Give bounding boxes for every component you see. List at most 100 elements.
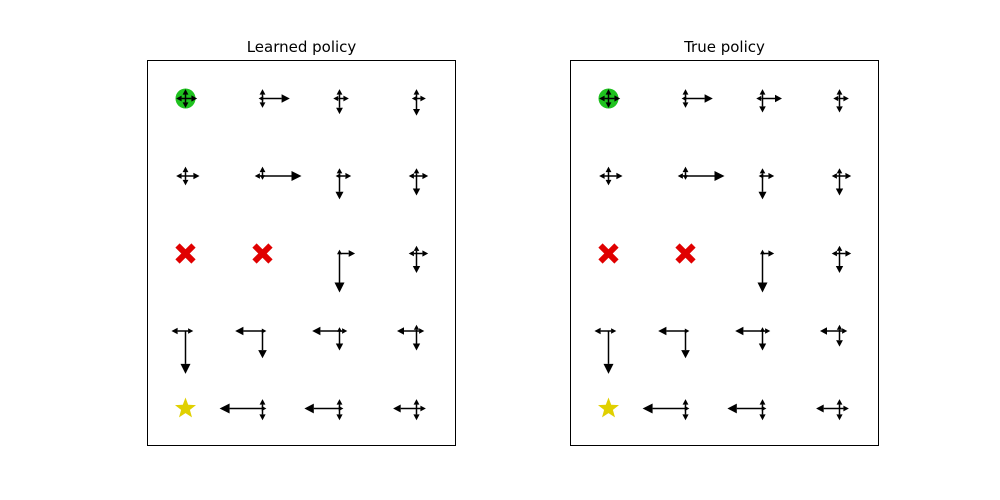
policy-arrows xyxy=(681,89,713,108)
hazard-marker xyxy=(252,243,273,264)
arrow-head-down xyxy=(682,102,689,108)
arrow-head-right xyxy=(191,95,198,102)
arrow-head-down xyxy=(759,106,766,113)
policy-arrows xyxy=(235,326,267,359)
plot-marks xyxy=(171,88,429,421)
arrow-head-right xyxy=(842,328,848,334)
arrow-head-right xyxy=(765,328,771,334)
arrow-head-right xyxy=(261,406,267,411)
arrow-head-down xyxy=(180,363,191,374)
arrow-head-left xyxy=(335,173,341,179)
arrow-head-up xyxy=(413,399,420,405)
arrow-head-right xyxy=(348,250,356,257)
arrow-head-down xyxy=(335,343,344,351)
arrow-head-left xyxy=(333,95,339,102)
arrow-head-left xyxy=(677,173,683,179)
arrow-head-left xyxy=(411,95,417,102)
arrow-head-left xyxy=(831,173,837,179)
arrow-head-right xyxy=(291,171,302,181)
arrow-head-down xyxy=(757,282,768,293)
arrow-head-right xyxy=(422,172,429,180)
arrow-head-up xyxy=(336,168,343,174)
arrow-head-down xyxy=(836,414,843,421)
arrow-head-up xyxy=(836,89,843,95)
arrow-head-right xyxy=(611,328,617,334)
arrow-head-right xyxy=(843,95,849,102)
arrow-head-up xyxy=(605,89,612,95)
arrow-head-up xyxy=(182,89,189,95)
policy-arrows xyxy=(735,326,771,351)
arrow-head-right xyxy=(345,172,352,180)
arrow-head-down xyxy=(258,350,267,359)
goal-marker xyxy=(175,397,196,418)
arrow-head-left xyxy=(658,326,667,336)
arrow-head-right xyxy=(845,172,852,180)
arrow-head-left xyxy=(176,95,182,102)
arrow-head-left xyxy=(171,327,178,335)
arrow-head-right xyxy=(193,172,200,180)
arrow-head-down xyxy=(334,282,345,293)
arrow-head-right xyxy=(188,328,194,334)
arrow-head-left xyxy=(304,403,314,414)
arrow-head-right xyxy=(845,250,852,257)
policy-arrows xyxy=(677,166,725,181)
policy-arrows xyxy=(171,327,194,374)
arrow-head-up xyxy=(836,168,843,174)
arrow-head-up xyxy=(413,324,420,330)
policy-arrows xyxy=(658,326,690,359)
arrow-head-up xyxy=(259,399,266,405)
panel-learned-policy: Learned policy xyxy=(147,38,456,446)
policy-arrows xyxy=(393,399,426,421)
arrow-head-left xyxy=(727,403,737,414)
arrow-head-down xyxy=(758,343,767,351)
arrow-head-left xyxy=(735,326,744,336)
panel-title: True policy xyxy=(683,38,765,56)
arrow-head-left xyxy=(681,96,687,101)
arrow-head-right xyxy=(714,171,725,181)
arrow-head-down xyxy=(259,414,266,421)
arrow-head-right xyxy=(420,95,426,102)
policy-arrows xyxy=(333,89,349,115)
policy-arrows xyxy=(304,399,344,421)
arrow-head-left xyxy=(599,173,605,179)
arrow-head-down xyxy=(336,414,343,421)
policy-arrows xyxy=(642,399,690,421)
arrow-head-right xyxy=(684,406,690,411)
policy-arrows xyxy=(599,89,621,108)
arrow-head-up xyxy=(605,166,612,173)
arrow-head-right xyxy=(420,405,426,412)
arrow-head-right xyxy=(281,94,290,103)
hazard-marker xyxy=(175,243,196,264)
policy-arrows xyxy=(757,249,775,293)
policy-arrows xyxy=(334,249,356,293)
arrow-head-up xyxy=(759,89,766,95)
arrow-head-up xyxy=(336,399,343,405)
arrow-head-up xyxy=(682,89,689,95)
arrow-head-left xyxy=(642,403,653,414)
goal-marker xyxy=(598,397,619,418)
policy-arrows xyxy=(397,324,425,351)
arrow-head-up xyxy=(836,245,843,251)
arrow-head-left xyxy=(235,326,244,336)
arrow-head-right xyxy=(616,172,623,180)
arrow-head-down xyxy=(836,340,843,347)
policy-arrows xyxy=(258,89,290,108)
arrow-head-left xyxy=(831,250,837,257)
arrow-head-left xyxy=(397,327,404,335)
arrow-head-left xyxy=(758,173,764,179)
arrow-head-right xyxy=(343,95,349,102)
panel-true-policy: True policy xyxy=(570,38,879,446)
policy-arrows xyxy=(831,168,852,196)
arrow-head-down xyxy=(336,107,343,115)
arrow-head-down xyxy=(335,191,344,200)
arrow-head-up xyxy=(413,245,420,251)
arrow-head-right xyxy=(614,95,621,102)
arrow-head-left xyxy=(393,404,401,413)
panel-title: Learned policy xyxy=(247,38,357,56)
arrow-head-down xyxy=(758,191,767,200)
arrow-head-left xyxy=(408,173,414,179)
arrow-head-left xyxy=(408,250,414,257)
policy-arrows xyxy=(335,168,352,200)
arrow-head-up xyxy=(682,166,689,173)
